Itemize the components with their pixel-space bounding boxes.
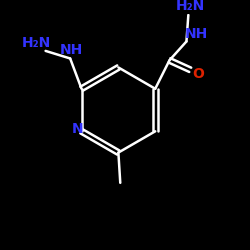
Text: H₂N: H₂N	[22, 36, 51, 50]
Text: O: O	[192, 66, 204, 80]
Text: H₂N: H₂N	[176, 0, 205, 12]
Text: N: N	[72, 122, 84, 136]
Text: NH: NH	[60, 43, 83, 57]
Text: NH: NH	[184, 27, 208, 41]
